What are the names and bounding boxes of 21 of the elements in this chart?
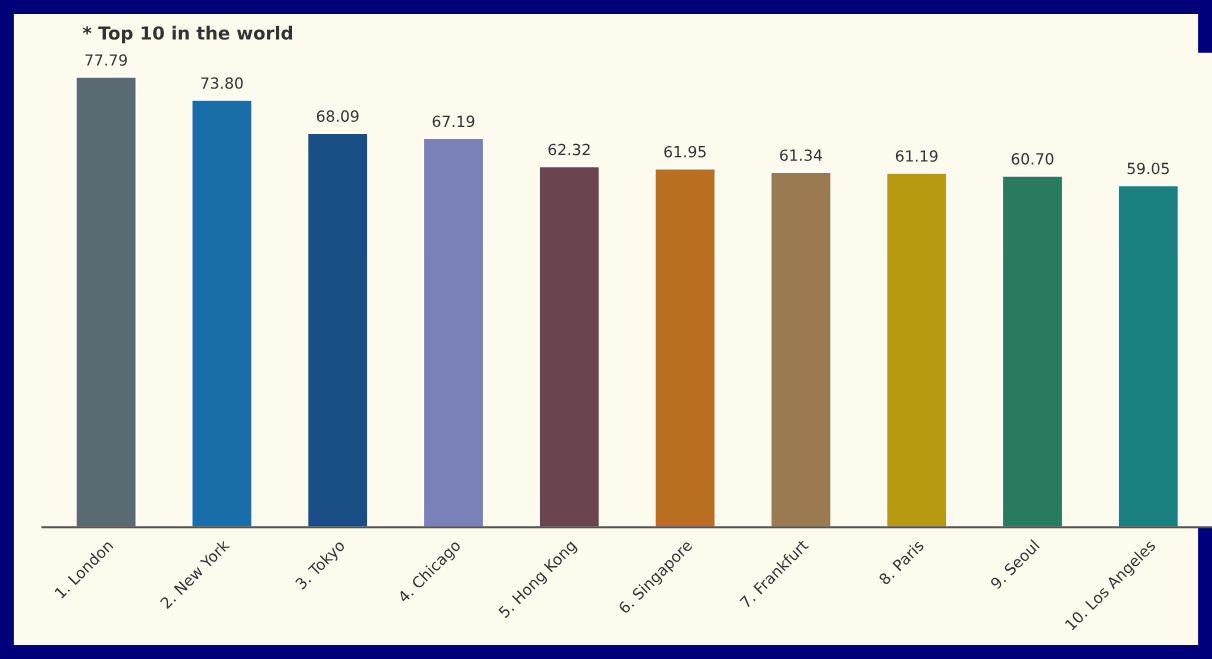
data-label: 67.19 [432,115,475,128]
bar [538,165,601,528]
data-label: 61.95 [664,145,706,158]
bar [306,132,369,528]
bar [1001,175,1064,528]
bar [422,137,485,528]
data-label: 62.32 [548,143,590,156]
data-label: 61.19 [895,150,938,162]
bar [885,172,948,528]
bar [654,168,716,528]
data-label: 61.34 [780,149,822,161]
data-label: 73.80 [201,77,243,89]
data-label: 77.79 [85,54,127,66]
data-label: 59.05 [1127,162,1169,175]
bar [191,99,253,528]
chart-title: * Top 10 in the world [82,25,293,44]
data-label: 68.09 [316,110,359,122]
bar [75,76,137,528]
data-label: 60.70 [1011,153,1054,165]
bar [770,171,832,528]
bar [1117,184,1180,528]
